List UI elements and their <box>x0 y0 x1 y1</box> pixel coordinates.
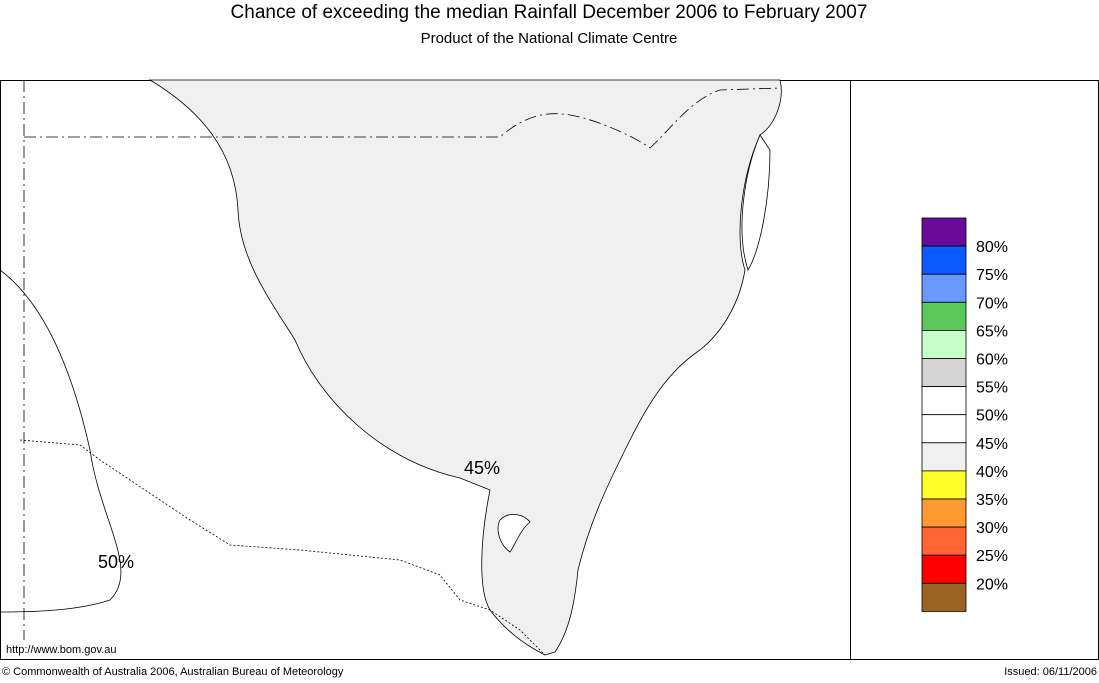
contour-label: 45% <box>464 458 500 478</box>
url: http://www.bom.gov.au <box>6 644 116 656</box>
legend-label: 50% <box>976 408 1008 425</box>
legend-label: 25% <box>976 548 1008 565</box>
map: 45% 50% http://www.bom.gov.au <box>0 79 851 660</box>
legend: 80% 75% 70% 65% 60% 55% 50% 45% 40% 35% 30% 25% 20% <box>921 217 1008 612</box>
legend-label: 60% <box>976 352 1008 369</box>
lake <box>497 513 531 553</box>
coastline <box>19 439 546 656</box>
copyright: © Commonwealth of Australia 2006, Austra… <box>2 666 344 678</box>
region-45 <box>148 79 782 656</box>
legend-label: 80% <box>976 239 1008 256</box>
legend-swatch <box>921 582 967 612</box>
legend-label: 70% <box>976 295 1008 312</box>
legend-swatch <box>921 273 967 303</box>
legend-frame <box>850 80 1099 660</box>
legend-swatch <box>921 554 967 584</box>
legend-swatch <box>921 217 967 247</box>
legend-label: 30% <box>976 520 1008 537</box>
legend-label: 55% <box>976 380 1008 397</box>
subtitle: Product of the National Climate Centre <box>421 30 678 47</box>
legend-swatch <box>921 301 967 331</box>
legend-label: 45% <box>976 436 1008 453</box>
inner-contour <box>741 134 771 271</box>
legend-swatch <box>921 245 967 275</box>
legend-swatch <box>921 358 967 388</box>
legend-swatch <box>921 526 967 556</box>
legend-swatch <box>921 414 967 444</box>
legend-label: 20% <box>976 576 1008 593</box>
legend-swatch <box>921 442 967 472</box>
contour-label: 50% <box>98 552 134 572</box>
legend-label: 75% <box>976 267 1008 284</box>
issued: Issued: 06/11/2006 <box>1004 666 1097 678</box>
legend-label: 40% <box>976 464 1008 481</box>
state-border <box>23 80 781 640</box>
legend-swatch <box>921 386 967 416</box>
legend-swatch <box>921 498 967 528</box>
contour-50 <box>0 269 122 613</box>
legend-swatch <box>921 470 967 500</box>
legend-swatch <box>921 329 967 359</box>
legend-label: 35% <box>976 492 1008 509</box>
legend-label: 65% <box>976 323 1008 340</box>
title: Chance of exceeding the median Rainfall … <box>231 2 868 23</box>
